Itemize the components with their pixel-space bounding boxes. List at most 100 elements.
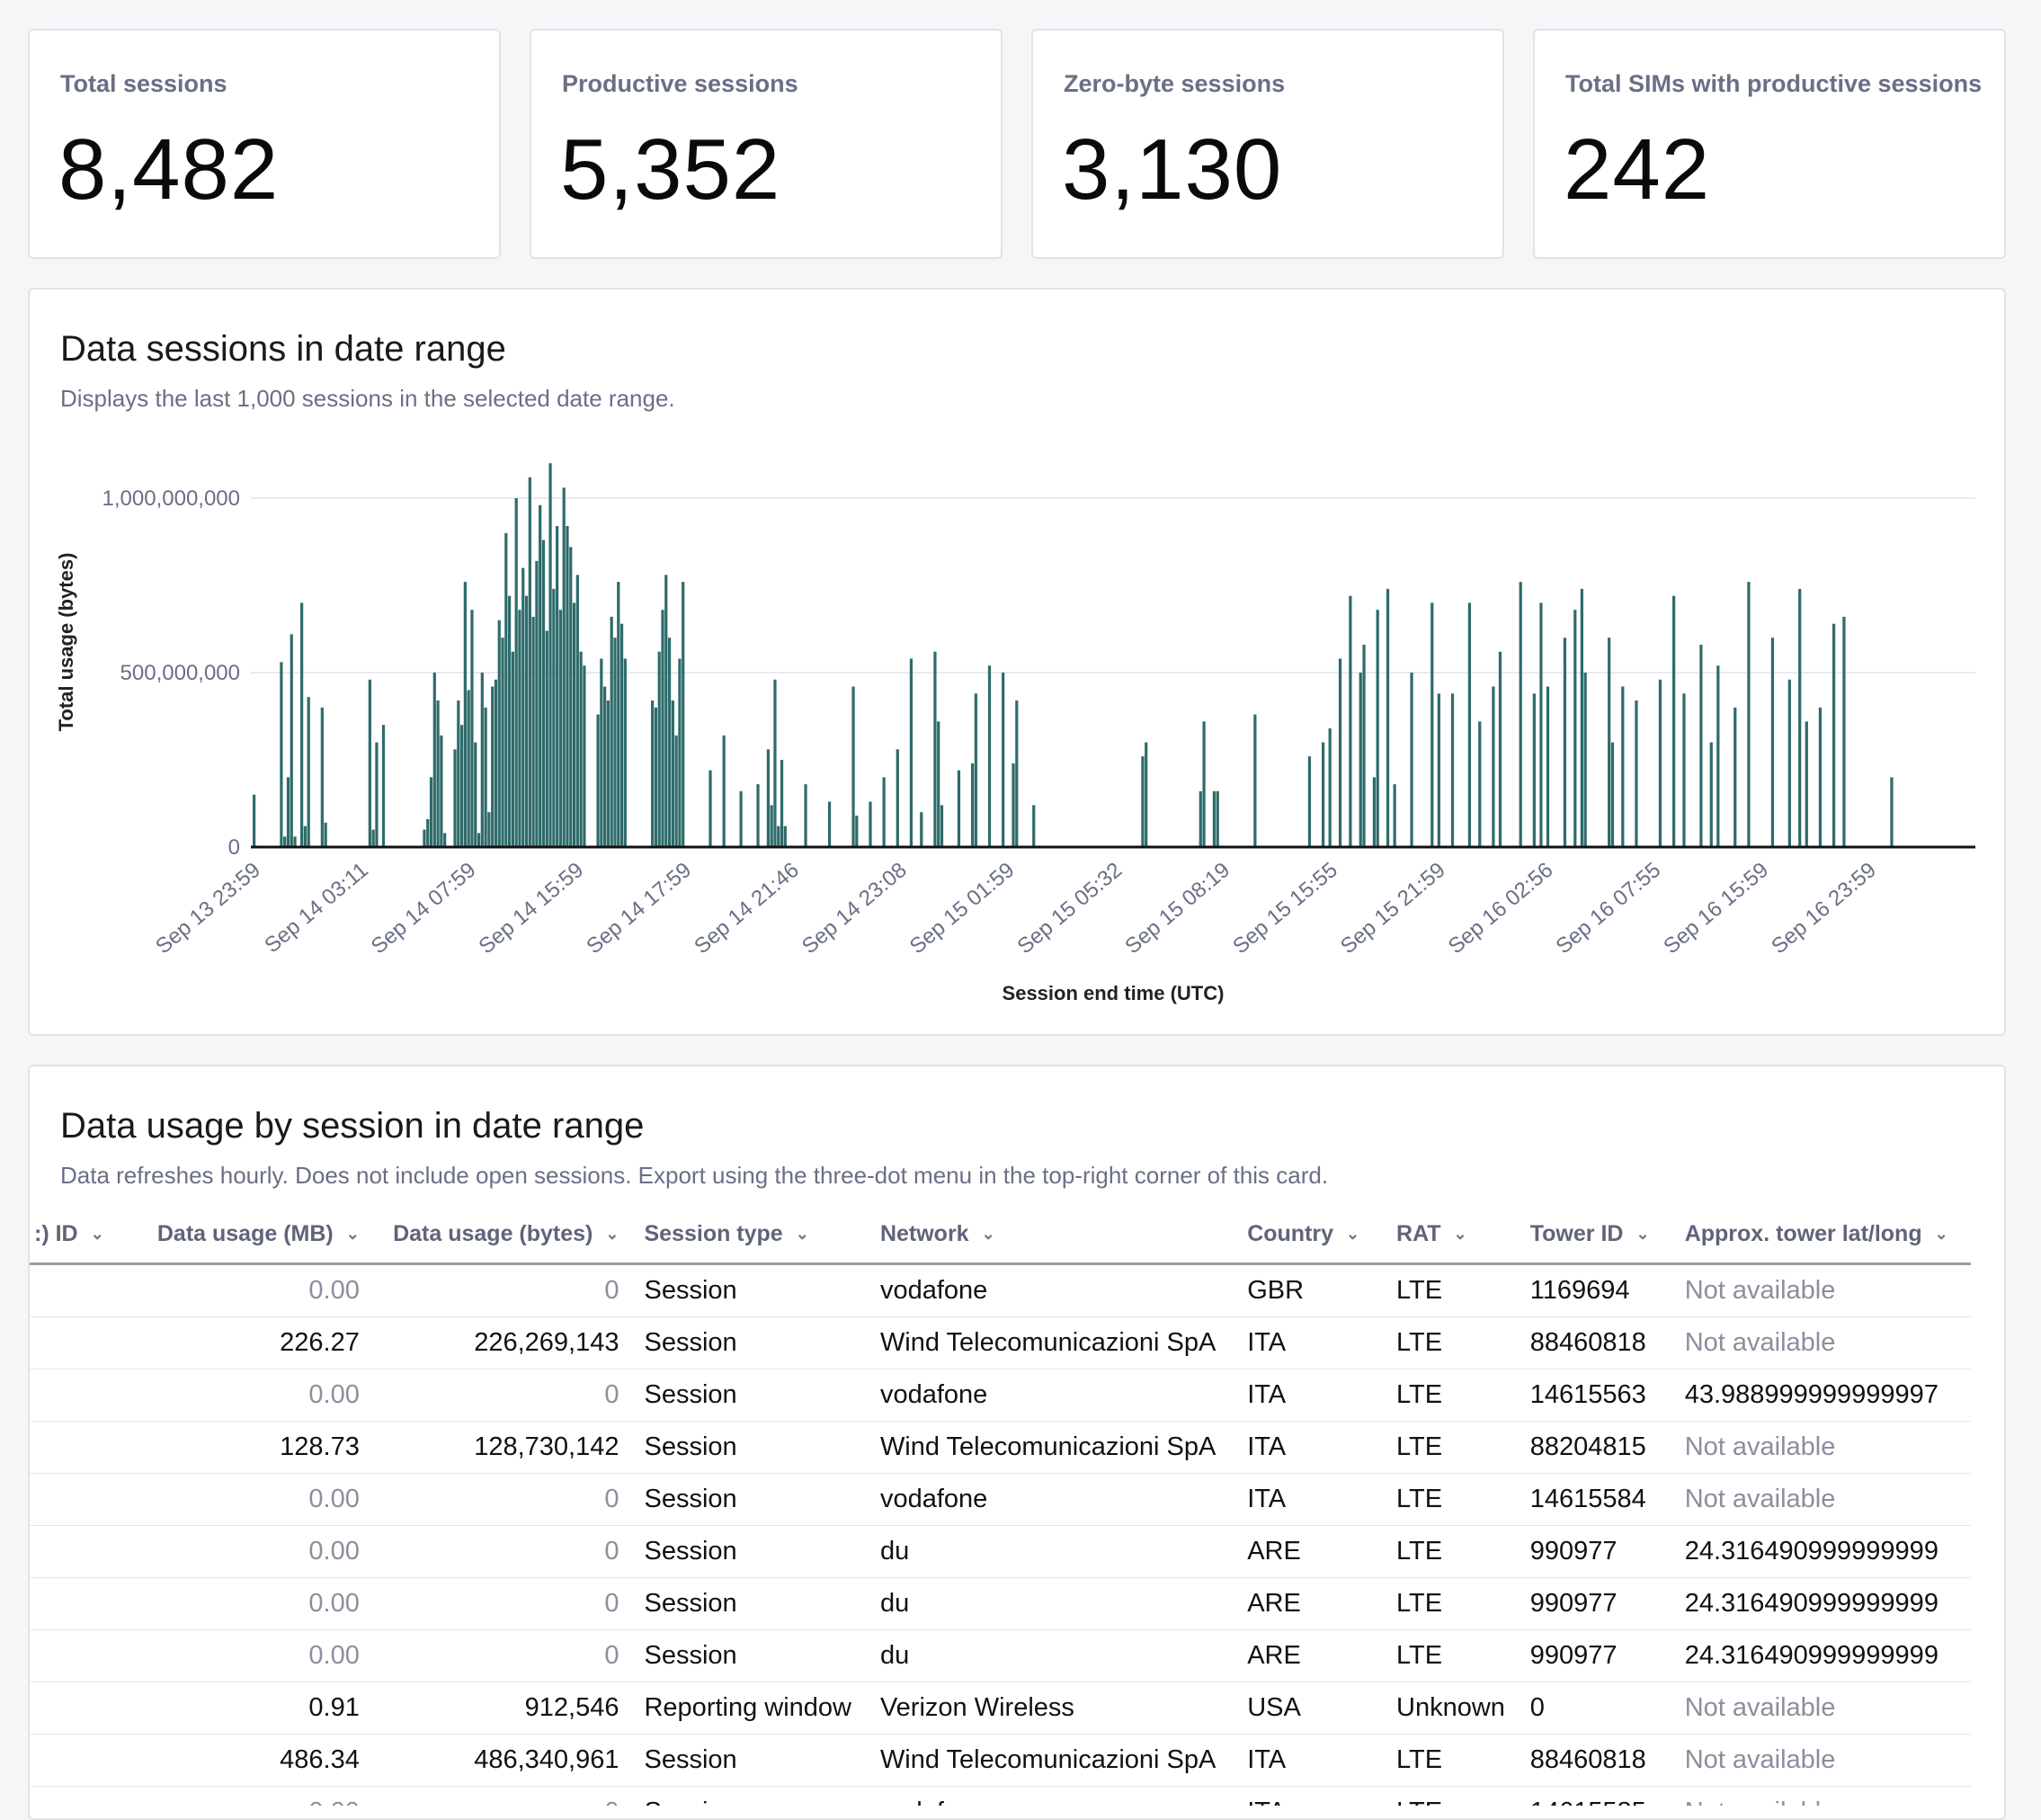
chart-bar (371, 829, 375, 847)
chart-bar (511, 651, 514, 847)
chart-bar (562, 487, 566, 847)
table-row[interactable]: 0.00 0 Session du ARE LTE 990977 24.31649099999… (30, 1629, 1971, 1682)
table-subtitle: Data refreshes hourly. Does not include … (60, 1162, 1329, 1189)
chart-bar (1430, 602, 1434, 847)
chart-bar (541, 540, 546, 847)
table-cell: 0 (375, 1577, 636, 1630)
table-cell: Not available (1675, 1734, 1971, 1787)
table-cell (30, 1369, 133, 1422)
chart-bar (566, 526, 569, 847)
chart-bar (1716, 665, 1720, 847)
table-row[interactable]: 0.000SessionvodafoneITALTE14615585Not av… (30, 1786, 1971, 1806)
column-header[interactable]: :) ID ⌄ (30, 1205, 133, 1265)
chart-bar (773, 679, 777, 847)
chart-bar (253, 794, 256, 847)
table-cell (30, 1786, 133, 1806)
column-header[interactable]: Network ⌄ (870, 1205, 1239, 1265)
table-cell: ITA (1238, 1734, 1388, 1787)
chart-bar (682, 582, 685, 847)
chart-bar (528, 477, 531, 847)
column-header[interactable]: Data usage (bytes) ⌄ (375, 1205, 636, 1265)
table-cell: 128.73 (132, 1421, 376, 1474)
chevron-down-icon[interactable]: ⌄ (345, 1225, 360, 1244)
chart-bar (514, 498, 518, 847)
table-cell: Not available (1675, 1263, 1971, 1317)
chart-bar (307, 697, 310, 847)
chevron-down-icon[interactable]: ⌄ (1934, 1225, 1948, 1244)
table-row[interactable]: 0.00 0 Session vodafone ITA LTE 14615584 Not av… (30, 1473, 1971, 1526)
table-cell: LTE (1387, 1786, 1521, 1806)
column-header[interactable]: Approx. tower lat/long ⌄ (1675, 1205, 1971, 1265)
table-cell: 88204815 (1520, 1421, 1676, 1474)
column-header[interactable]: Country ⌄ (1238, 1205, 1388, 1265)
chart-bar (572, 602, 576, 847)
chart-bar (1328, 728, 1332, 847)
table-cell: 0.00 (132, 1263, 376, 1317)
column-header[interactable]: Data usage (MB) ⌄ (132, 1205, 376, 1265)
chevron-down-icon[interactable]: ⌄ (605, 1225, 619, 1244)
chart-bar (504, 532, 508, 847)
table-cell: 486.34 (132, 1734, 376, 1787)
chart-bar (303, 825, 307, 847)
chart-bar (1141, 756, 1145, 847)
table-cell: 0 (375, 1786, 636, 1806)
chart-bar (722, 735, 726, 847)
table-cell: 0 (375, 1629, 636, 1682)
table-cell (30, 1629, 133, 1682)
table-cell: Session (635, 1577, 871, 1630)
chart-bar (524, 595, 529, 847)
chart-bar (531, 616, 535, 847)
chevron-down-icon[interactable]: ⌄ (1453, 1225, 1467, 1244)
chart-bar (436, 700, 440, 847)
chevron-down-icon[interactable]: ⌄ (795, 1225, 809, 1244)
x-tick-label: Sep 15 21:59 (1336, 858, 1450, 959)
usage-table-scroll[interactable]: :) ID ⌄ Data usage (MB) ⌄ Data usage (bytes)… (30, 1205, 1975, 1806)
table-row[interactable]: 486.34 486,340,961 Session Wind Telecomunic… (30, 1734, 1971, 1787)
table-cell: 990977 (1520, 1577, 1676, 1630)
table-cell: LTE (1387, 1525, 1521, 1578)
table-row[interactable]: 0.00 0 Session du ARE LTE 990977 24.31649099999… (30, 1577, 1971, 1630)
chart-bar (909, 658, 914, 847)
column-header[interactable]: RAT ⌄ (1387, 1205, 1521, 1265)
chart-bar (603, 686, 607, 847)
column-header[interactable]: Tower ID ⌄ (1520, 1205, 1676, 1265)
table-cell: ARE (1238, 1577, 1388, 1630)
x-tick-label: Sep 14 15:59 (475, 858, 589, 959)
column-header-label: RAT (1396, 1220, 1441, 1246)
table-row[interactable]: 0.00 0 Session du ARE LTE 990977 24.31649099999… (30, 1525, 1971, 1578)
chart-bar (497, 620, 501, 847)
table-cell: 990977 (1520, 1525, 1676, 1578)
column-header[interactable]: Session type ⌄ (635, 1205, 871, 1265)
table-cell: Not available (1675, 1682, 1971, 1735)
chevron-down-icon[interactable]: ⌄ (981, 1225, 995, 1244)
table-row[interactable]: 0.00 0 Session vodafone ITA LTE 14615563 43.988… (30, 1369, 1971, 1422)
chart-bar (368, 679, 371, 847)
chart-bar (1498, 651, 1502, 847)
table-row[interactable]: 226.27 226,269,143 Session Wind Telecomunic… (30, 1316, 1971, 1369)
chart-bar (804, 784, 807, 847)
chart-bar (1734, 707, 1737, 847)
column-header-label: Network (879, 1220, 969, 1246)
chevron-down-icon[interactable]: ⌄ (90, 1225, 104, 1244)
table-cell: LTE (1387, 1577, 1521, 1630)
x-tick-label: Sep 16 02:56 (1444, 858, 1558, 959)
chart-bar (474, 742, 477, 847)
table-cell: vodafone (870, 1786, 1239, 1806)
stat-label: Total sessions (60, 70, 227, 97)
table-row[interactable]: 0.00 0 Session vodafone GBR LTE 1169694 Not ava… (30, 1263, 1971, 1317)
chart-bar (470, 610, 474, 847)
chart-bar (1583, 673, 1587, 847)
chart-bar (596, 714, 600, 847)
table-row[interactable]: 0.91 912,546 Reporting window Verizon Wirel… (30, 1682, 1971, 1735)
x-tick-label: Sep 16 07:55 (1552, 858, 1666, 959)
chevron-down-icon[interactable]: ⌄ (1346, 1225, 1360, 1244)
table-row[interactable]: 128.73 128,730,142 Session Wind Telecomunic… (30, 1421, 1971, 1474)
chevron-down-icon[interactable]: ⌄ (1635, 1225, 1650, 1244)
chart-bar (1212, 790, 1217, 847)
chart-bar (381, 725, 386, 847)
table-cell: 14615585 (1520, 1786, 1676, 1806)
table-cell (30, 1316, 133, 1369)
chart-bar (882, 777, 886, 847)
table-cell: Wind Telecomunicazioni SpA (870, 1316, 1239, 1369)
chart-bar (491, 686, 495, 847)
